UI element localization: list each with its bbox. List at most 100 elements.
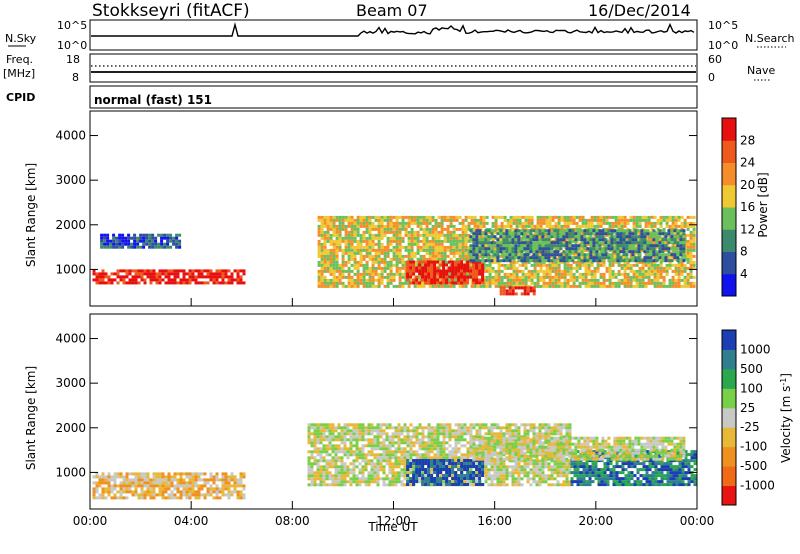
heatmap-cell [680, 260, 684, 264]
heatmap-cell [148, 233, 152, 237]
heatmap-cell [593, 215, 597, 219]
heatmap-cell [563, 281, 567, 285]
heatmap-cell [653, 254, 657, 258]
heatmap-cell [449, 251, 453, 255]
heatmap-cell [562, 256, 566, 260]
heatmap-cell [622, 229, 626, 233]
heatmap-cell [475, 232, 479, 236]
heatmap-cell [526, 241, 530, 245]
heatmap-cell [347, 260, 351, 264]
heatmap-cell [382, 471, 386, 475]
heatmap-cell [110, 475, 114, 479]
heatmap-cell [332, 227, 336, 231]
heatmap-cell [652, 244, 656, 248]
heatmap-cell [329, 260, 333, 264]
heatmap-cell [679, 247, 683, 251]
heatmap-cell [434, 248, 438, 252]
heatmap-cell [559, 247, 563, 251]
heatmap-cell [307, 450, 311, 454]
heatmap-cell [356, 224, 360, 228]
heatmap-cell [638, 260, 642, 264]
heatmap-cell [349, 477, 353, 481]
heatmap-cell [403, 426, 407, 430]
heatmap-cell [380, 266, 384, 270]
heatmap-cell [611, 215, 615, 219]
heatmap-cell [137, 472, 141, 476]
heatmap-cell [421, 278, 425, 282]
heatmap-cell [581, 275, 585, 279]
heatmap-cell [371, 221, 375, 225]
heatmap-cell [389, 230, 393, 234]
heatmap-cell [641, 260, 645, 264]
heatmap-cell [352, 450, 356, 454]
heatmap-cell [496, 244, 500, 248]
heatmap-cell [361, 438, 365, 442]
heatmap-cell [152, 490, 156, 494]
heatmap-cell [587, 242, 591, 246]
heatmap-cell [329, 278, 333, 282]
heatmap-cell [185, 490, 189, 494]
heatmap-cell [464, 254, 468, 258]
heatmap-cell [434, 227, 438, 231]
heatmap-cell [362, 215, 366, 219]
heatmap-cell [164, 496, 168, 500]
heatmap-cell [377, 239, 381, 243]
heatmap-cell [227, 490, 231, 494]
heatmap-cell [520, 286, 524, 290]
heatmap-cell [431, 227, 435, 231]
heatmap-cell [139, 239, 143, 243]
heatmap-cell [430, 266, 434, 270]
heatmap-cell [454, 423, 458, 427]
heatmap-cell [518, 281, 522, 285]
heatmap-cell [356, 230, 360, 234]
heatmap-cell [655, 232, 659, 236]
heatmap-cell [425, 230, 429, 234]
heatmap-cell [643, 250, 647, 254]
heatmap-cell [650, 281, 654, 285]
heatmap-cell [169, 233, 173, 237]
heatmap-cell [146, 275, 150, 279]
heatmap-cell [499, 244, 503, 248]
heatmap-cell [215, 269, 219, 273]
heatmap-cell [332, 284, 336, 288]
heatmap-cell [529, 235, 533, 239]
heatmap-cell [407, 236, 411, 240]
heatmap-cell [500, 254, 504, 258]
heatmap-cell [418, 281, 422, 285]
heatmap-cell [107, 490, 111, 494]
heatmap-cell [436, 444, 440, 448]
heatmap-cell [409, 269, 413, 273]
heatmap-cell [158, 275, 162, 279]
heatmap-cell [419, 257, 423, 261]
heatmap-cell [676, 259, 680, 263]
heatmap-cell [218, 272, 222, 276]
heatmap-cell [551, 281, 555, 285]
heatmap-cell [619, 259, 623, 263]
heatmap-cell [323, 260, 327, 264]
heatmap-cell [424, 275, 428, 279]
heatmap-cell [671, 278, 675, 282]
heatmap-cell [497, 224, 501, 228]
heatmap-cell [427, 429, 431, 433]
heatmap-cell [191, 487, 195, 491]
heatmap-cell [443, 227, 447, 231]
heatmap-cell [115, 245, 119, 249]
heatmap-cell [584, 263, 588, 267]
heatmap-cell [529, 238, 533, 242]
heatmap-cell [674, 263, 678, 267]
heatmap-cell [430, 435, 434, 439]
heatmap-cell [401, 218, 405, 222]
heatmap-cell [322, 459, 326, 463]
heatmap-cell [316, 438, 320, 442]
heatmap-cell [331, 459, 335, 463]
heatmap-cell [680, 230, 684, 234]
heatmap-cell [433, 263, 437, 267]
heatmap-cell [436, 441, 440, 445]
heatmap-cell [568, 229, 572, 233]
heatmap-cell [530, 263, 534, 267]
heatmap-cell [541, 244, 545, 248]
heatmap-cell [326, 236, 330, 240]
heatmap-cell [415, 426, 419, 430]
heatmap-cell [668, 260, 672, 264]
heatmap-cell [442, 423, 446, 427]
